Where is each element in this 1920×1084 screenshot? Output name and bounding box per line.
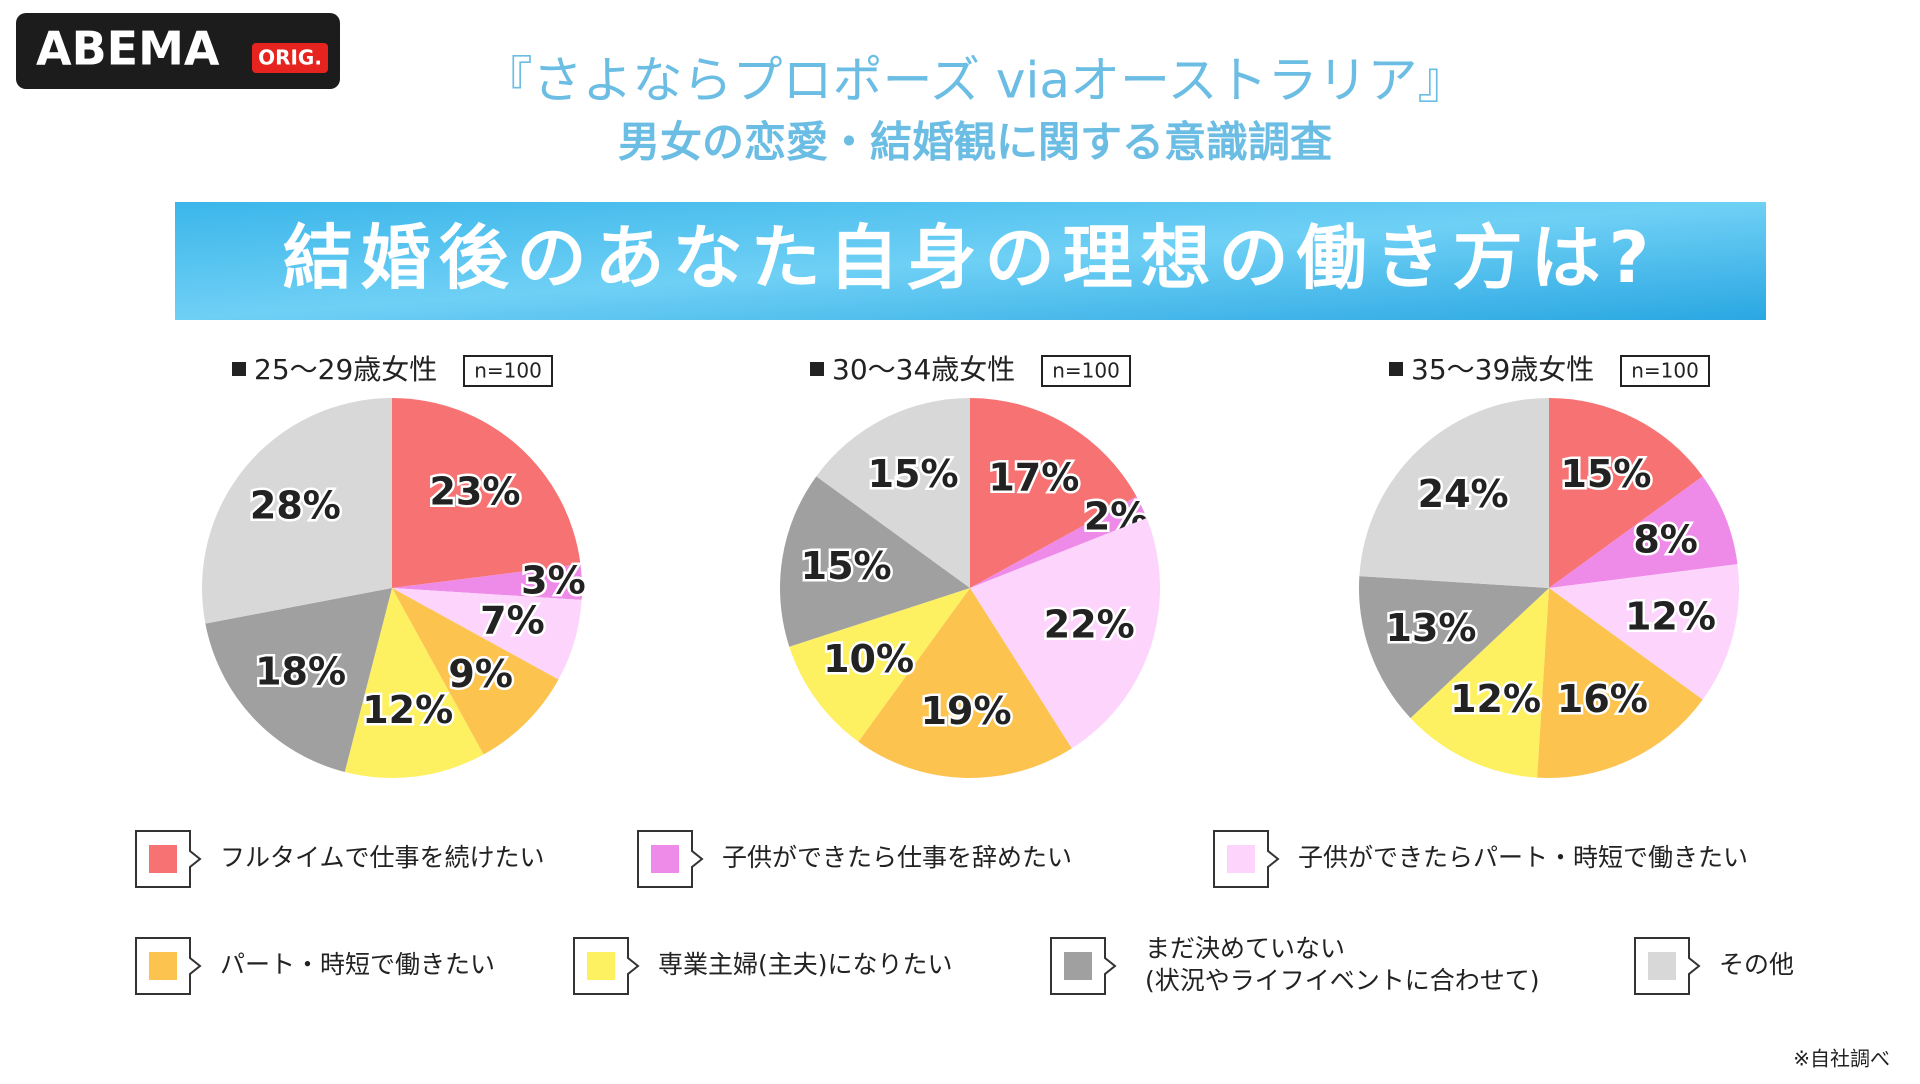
value-label: 15% [801, 544, 892, 588]
legend-swatch [1227, 845, 1255, 873]
pie-slice [392, 588, 559, 755]
value-label: 19% [921, 689, 1012, 733]
title-marker [810, 362, 824, 376]
pie-slice [1537, 588, 1703, 778]
pie-slice [1549, 476, 1738, 588]
value-label: 24% [1418, 472, 1509, 516]
legend-label: 専業主婦(主夫)になりたい [658, 950, 953, 979]
value-label: 18% [255, 649, 346, 693]
pie-slice [816, 398, 970, 588]
value-label: 28% [250, 484, 341, 528]
legend-label: 子供ができたら仕事を辞めたい [722, 843, 1072, 872]
chart-title: 25～29歳女性 [254, 353, 437, 386]
legend-label: 子供ができたらパート・時短で働きたい [1298, 843, 1748, 872]
pie-slice [1549, 398, 1703, 588]
sample-size: n=100 [1631, 359, 1699, 383]
logo-badge-box [252, 43, 328, 73]
legend-swatch [149, 845, 177, 873]
value-label: 12% [1450, 677, 1541, 721]
logo-badge: ORIG. [258, 46, 322, 70]
pie-slice [1549, 564, 1739, 700]
value-label: 12% [362, 688, 453, 732]
value-label: 22% [1044, 602, 1135, 646]
pie-slice [205, 588, 392, 773]
sample-size: n=100 [1052, 359, 1120, 383]
value-label: 12% [1625, 595, 1716, 639]
question: 結婚後のあなた自身の理想の働き方は? [283, 217, 1658, 299]
subtitle: 男女の恋愛・結婚観に関する意識調査 [618, 118, 1332, 167]
title: 『さよならプロポーズ viaオーストラリア』 [482, 52, 1467, 110]
pie-slice [392, 588, 582, 680]
legend-swatch [1648, 952, 1676, 980]
value-label: 17% [988, 456, 1079, 500]
chart-title: 30～34歳女性 [832, 353, 1015, 386]
pie-slice [1410, 588, 1549, 778]
pie-slice [1359, 398, 1549, 588]
legend-label: その他 [1719, 950, 1794, 979]
logo: ABEMA [36, 22, 220, 76]
footnote: ※自社調べ [1793, 1047, 1890, 1071]
pie-slice [392, 564, 582, 600]
legend-swatch [587, 952, 615, 980]
value-label: 7% [480, 598, 545, 642]
pie-slice [201, 398, 392, 624]
value-label: 16% [1557, 677, 1648, 721]
value-label: 15% [1560, 452, 1651, 496]
pie-slice [789, 588, 970, 742]
value-label: 10% [823, 637, 914, 681]
value-label: 13% [1386, 606, 1477, 650]
legend-label: まだ決めていない [1145, 934, 1345, 963]
n-box [463, 355, 553, 387]
pie-slice [392, 398, 581, 588]
pie-slice [1358, 576, 1549, 719]
chart-title: 35～39歳女性 [1411, 353, 1594, 386]
pie-slice [970, 398, 1137, 588]
pie-slice [970, 518, 1161, 749]
legend-label: パート・時短で働きたい [220, 950, 495, 979]
value-label: 15% [868, 452, 959, 496]
value-label: 9% [448, 652, 513, 696]
value-label: 8% [1633, 517, 1698, 561]
title-marker [232, 362, 246, 376]
question-banner [175, 202, 1766, 320]
title-marker [1389, 362, 1403, 376]
legend-swatch [149, 952, 177, 980]
pie-slice [970, 496, 1147, 588]
n-box [1041, 355, 1131, 387]
legend-label: フルタイムで仕事を続けたい [220, 843, 545, 872]
sample-size: n=100 [474, 359, 542, 383]
value-label: 3% [521, 558, 586, 602]
legend-swatch [651, 845, 679, 873]
pie-slice [344, 588, 484, 779]
pie-slice [858, 588, 1072, 779]
n-box [1620, 355, 1710, 387]
legend-swatch [1064, 952, 1092, 980]
pie-slice [780, 476, 970, 647]
legend-label: (状況やライフイベントに合わせて) [1145, 966, 1540, 995]
value-label: 23% [429, 469, 520, 513]
